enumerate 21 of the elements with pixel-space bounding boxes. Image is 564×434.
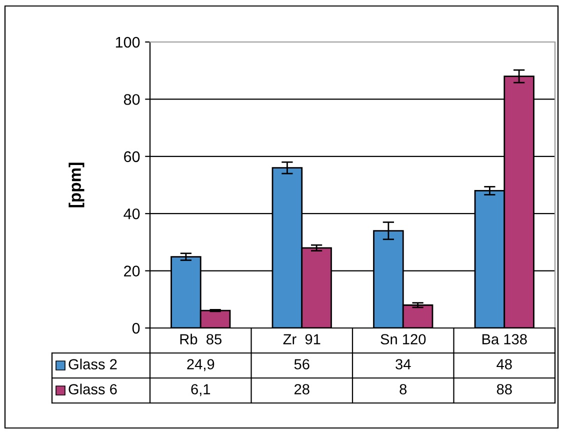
y-tick-label: 40 — [124, 208, 140, 220]
x-tick-label: Sn 120 — [380, 334, 426, 344]
data-label: 34 — [396, 359, 411, 370]
data-label: 48 — [496, 359, 512, 370]
data-label: 56 — [294, 359, 310, 370]
data-label: 88 — [496, 384, 512, 394]
y-tick-label: 80 — [124, 94, 140, 105]
y-tick-label: 100 — [116, 36, 140, 48]
x-tick-label: Rb 85 — [180, 334, 222, 344]
data-label: 8 — [400, 384, 407, 394]
y-tick-label: 0 — [132, 322, 140, 334]
y-tick-label: 20 — [124, 266, 140, 276]
y-tick-label: 60 — [124, 151, 140, 162]
y-axis-title: [ppm] — [68, 162, 84, 208]
data-label: 24,9 — [187, 359, 214, 372]
x-tick-label: Ba 138 — [482, 334, 527, 344]
data-label: 6,1 — [191, 384, 210, 396]
legend-label: Glass 6 — [68, 384, 117, 394]
data-label: 28 — [294, 384, 310, 394]
legend-label: Glass 2 — [68, 358, 117, 370]
x-tick-label: Zr 91 — [283, 334, 320, 344]
